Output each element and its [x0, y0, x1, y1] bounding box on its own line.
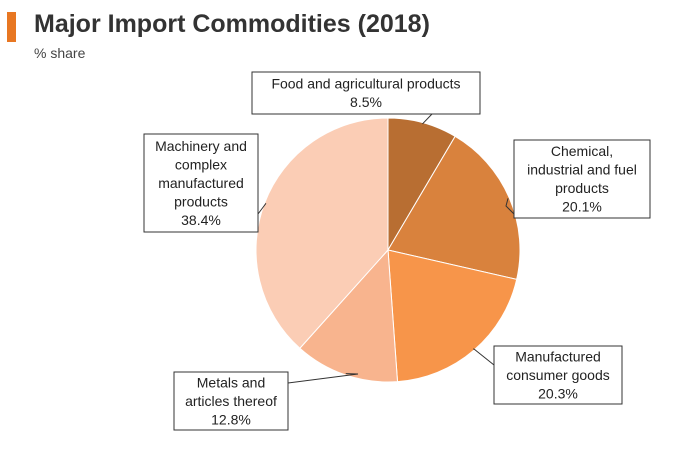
- leader-line-chemical: [505, 198, 515, 215]
- slice-name-label: Food and agricultural products: [271, 76, 460, 92]
- data-label-box: [493, 345, 623, 405]
- slice-name-label: products: [555, 180, 609, 196]
- data-label-food: Food and agricultural products 8.5%: [251, 71, 481, 115]
- slice-value-label: 20.1%: [562, 199, 602, 215]
- data-label-consumer-goods: Manufactured consumer goods 20.3%: [493, 345, 623, 405]
- chart-title: Major Import Commodities (2018): [34, 10, 430, 38]
- slice-name-label: Metals and: [197, 374, 265, 390]
- pie-slice-metals: [299, 248, 399, 383]
- pie-slice-chemical: [387, 135, 521, 280]
- pie-slice-consumer-goods: [387, 249, 518, 383]
- slice-name-label: products: [174, 193, 228, 209]
- slice-value-label: 12.8%: [211, 411, 251, 427]
- data-label-box: [173, 371, 289, 431]
- slice-name-label: consumer goods: [506, 367, 610, 383]
- data-label-box: [513, 139, 651, 219]
- slice-name-label: articles thereof: [185, 393, 277, 409]
- leader-line-food: [422, 113, 433, 125]
- slice-name-label: Manufactured: [515, 348, 601, 364]
- slice-name-label: manufactured: [158, 175, 244, 191]
- data-label-box: [251, 71, 481, 115]
- slice-name-label: industrial and fuel: [527, 162, 637, 178]
- slice-name-label: complex: [175, 156, 227, 172]
- data-label-chemical: Chemical, industrial and fuel products 20.1…: [513, 139, 651, 219]
- slice-value-label: 20.3%: [538, 385, 578, 401]
- title-accent-bar: [7, 12, 16, 42]
- slice-value-label: 8.5%: [350, 94, 382, 110]
- data-label-box: [143, 133, 259, 233]
- slice-name-label: Machinery and: [155, 138, 247, 154]
- data-label-machinery: Machinery and complex manufactured products…: [143, 133, 259, 233]
- slice-value-label: 38.4%: [181, 212, 221, 228]
- leader-line-metals: [287, 373, 359, 384]
- slice-name-label: Chemical,: [551, 143, 613, 159]
- chart-subtitle: % share: [34, 45, 86, 61]
- data-label-metals: Metals and articles thereof 12.8%: [173, 371, 289, 431]
- pie-slice-machinery: [255, 117, 389, 349]
- leader-line-machinery: [257, 202, 267, 215]
- leader-line-consumer-goods: [473, 348, 495, 366]
